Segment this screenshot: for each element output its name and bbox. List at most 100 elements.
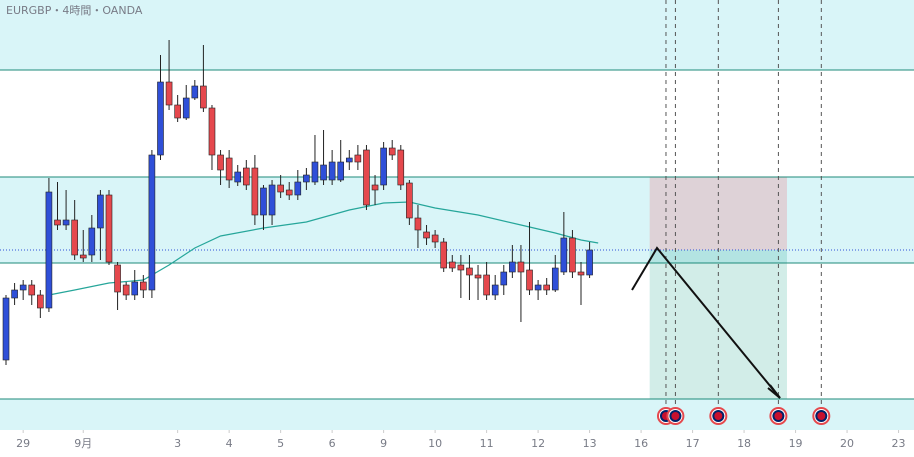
zone-band — [0, 0, 914, 70]
candle-body — [182, 97, 190, 119]
candle-body — [157, 81, 164, 156]
candle-body — [208, 107, 216, 156]
x-axis: 29 9月 3 4 5 6 9 10 11 12 13 16 17 18 19 20 23 — [16, 430, 906, 450]
candle-body — [62, 219, 70, 226]
x-tick-label: 10 — [428, 437, 442, 450]
candle-body — [200, 85, 207, 109]
forecast-arrow — [631, 246, 781, 399]
x-tick-label: 23 — [892, 437, 906, 450]
candle-body — [414, 217, 422, 231]
candle-body — [88, 227, 96, 256]
moving-average — [48, 201, 599, 296]
x-tick-label: 9月 — [74, 437, 92, 450]
candle-body — [500, 271, 508, 286]
candle-body — [448, 261, 456, 269]
candle-body — [517, 261, 525, 273]
candle-body — [19, 284, 27, 291]
candle-body — [243, 167, 250, 186]
candle-body — [191, 85, 199, 99]
event-flag — [772, 410, 785, 422]
candle-body — [45, 191, 53, 309]
candle-body — [122, 284, 130, 296]
candle-body — [251, 167, 259, 216]
candle-body — [165, 81, 173, 106]
x-tick-label: 29 — [16, 437, 30, 450]
candle-body — [491, 284, 499, 296]
candle-body — [371, 184, 379, 191]
candle-body — [474, 274, 482, 279]
candle-body — [345, 157, 353, 163]
candle-body — [260, 187, 267, 216]
candle-body — [268, 184, 276, 216]
stop-zone — [649, 177, 787, 250]
x-tick-label: 16 — [634, 437, 648, 450]
x-tick-label: 17 — [686, 437, 700, 450]
zone-band — [0, 399, 914, 430]
candle-body — [217, 154, 224, 171]
candle-body — [11, 289, 18, 299]
candle-body — [509, 261, 516, 273]
chart-title: EURGBP・4時間・OANDA — [6, 4, 143, 17]
candle-body — [586, 249, 593, 276]
x-tick-label: 19 — [789, 437, 803, 450]
candle-body — [54, 219, 61, 226]
candle-body — [551, 267, 559, 291]
x-tick-label: 12 — [531, 437, 545, 450]
candle-body — [431, 234, 439, 243]
x-tick-label: 6 — [329, 437, 336, 450]
candle-body — [354, 154, 362, 163]
x-tick-label: 11 — [480, 437, 494, 450]
x-tick-label: 20 — [840, 437, 854, 450]
candle-body — [440, 241, 447, 269]
candle-body — [534, 284, 542, 291]
candle-body — [560, 237, 568, 273]
candle-body — [234, 171, 242, 183]
candle-body — [320, 164, 327, 181]
candle-body — [311, 161, 319, 183]
event-flag — [815, 410, 828, 422]
candle-body — [140, 281, 147, 291]
x-axis-area — [0, 430, 914, 457]
x-tick-label: 5 — [277, 437, 284, 450]
arrow-head — [767, 384, 781, 399]
marks-layer — [2, 40, 599, 365]
x-tick-label: 13 — [583, 437, 597, 450]
candle-body — [285, 189, 293, 196]
candle-body — [577, 271, 585, 276]
candle-body — [388, 147, 396, 156]
x-tick-label: 3 — [174, 437, 181, 450]
x-tick-label: 9 — [380, 437, 387, 450]
candle-body — [105, 194, 113, 263]
event-flag — [712, 410, 725, 422]
candle-body — [569, 237, 576, 273]
candle-body — [148, 154, 156, 291]
candle-body — [71, 219, 78, 256]
candle-body — [79, 254, 87, 259]
x-tick-label: 4 — [226, 437, 233, 450]
candle-body — [131, 281, 139, 296]
candle-body — [97, 194, 104, 229]
candle-body — [328, 161, 336, 181]
background-layer — [0, 0, 914, 430]
candle-body — [466, 267, 473, 276]
candle-body — [543, 284, 550, 291]
candle-body — [174, 104, 181, 119]
candle-body — [406, 182, 413, 219]
candle-body — [483, 274, 490, 296]
candle-body — [303, 174, 310, 183]
candle-body — [423, 231, 430, 239]
candle-body — [277, 184, 284, 193]
candle-body — [225, 157, 233, 181]
candle-body — [457, 264, 465, 271]
event-flag — [669, 410, 682, 422]
candle-body — [28, 284, 36, 296]
candle-body — [526, 269, 533, 291]
candle-body — [337, 161, 345, 181]
candle-body — [37, 294, 44, 309]
candle-body — [294, 181, 302, 196]
candle-body — [114, 264, 121, 293]
candle-body — [380, 147, 387, 186]
candle-body — [2, 297, 10, 361]
x-tick-label: 18 — [737, 437, 751, 450]
